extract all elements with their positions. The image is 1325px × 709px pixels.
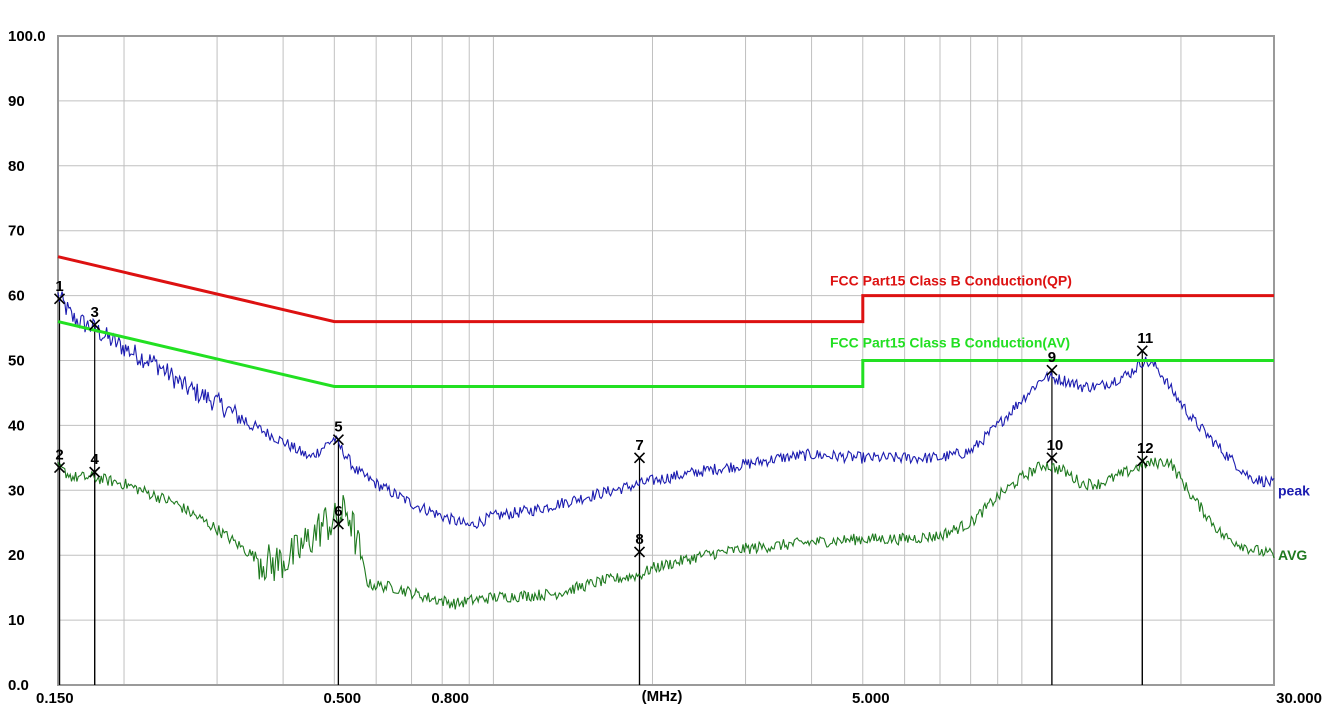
limit-lines xyxy=(57,255,1274,388)
avg-series-line xyxy=(57,457,1275,610)
x-tick-labels: 0.150 0.500 0.800 5.000 30.000 xyxy=(36,690,1322,707)
y-tick-label: 40 xyxy=(8,417,25,434)
x-tick-label: 0.150 xyxy=(36,690,74,707)
marker-cross xyxy=(332,434,344,446)
marker-label: 1 xyxy=(55,278,63,295)
y-tick-label: 10 xyxy=(8,612,25,629)
marker-label: 11 xyxy=(1137,330,1153,347)
y-tick-label: 70 xyxy=(8,223,25,240)
marker-cross xyxy=(89,466,101,478)
marker-cross xyxy=(1136,455,1148,467)
x-unit-label: (MHz) xyxy=(642,688,683,705)
marker-label: 2 xyxy=(55,447,63,464)
peak-series-label: peak xyxy=(1278,482,1310,498)
marker-label: 5 xyxy=(334,419,342,436)
marker-label: 12 xyxy=(1137,440,1154,457)
qp-limit-label: FCC Part15 Class B Conduction(QP) xyxy=(830,273,1072,289)
y-tick-label: 50 xyxy=(8,353,25,370)
x-tick-label: 30.000 xyxy=(1276,690,1322,707)
marker-label: 9 xyxy=(1048,349,1056,366)
marker-label: 6 xyxy=(334,503,342,520)
marker-label: 4 xyxy=(91,451,100,468)
x-tick-label: 0.500 xyxy=(324,690,362,707)
marker-label: 10 xyxy=(1047,437,1064,454)
y-tick-label: 90 xyxy=(8,93,25,110)
marker-label: 3 xyxy=(91,304,99,321)
y-tick-labels: 0.0 10 20 30 40 50 60 70 80 90 100.0 xyxy=(8,28,46,694)
y-tick-label: 100.0 xyxy=(8,28,46,45)
marker-label: 7 xyxy=(635,437,643,454)
marker-cross xyxy=(633,546,646,558)
x-tick-label: 0.800 xyxy=(431,690,469,707)
av-limit-line xyxy=(57,320,1274,388)
av-limit-label: FCC Part15 Class B Conduction(AV) xyxy=(830,335,1070,351)
marker-cross xyxy=(1046,452,1058,464)
marker-cross xyxy=(1136,345,1148,357)
marker-cross xyxy=(1046,364,1058,376)
y-tick-label: 60 xyxy=(8,288,25,305)
marker-cross xyxy=(53,462,66,474)
y-tick-label: 80 xyxy=(8,158,25,175)
marker-label: 8 xyxy=(635,531,643,548)
x-tick-label: 5.000 xyxy=(852,690,890,707)
avg-series-label: AVG xyxy=(1278,547,1307,563)
y-tick-label: 0.0 xyxy=(8,677,29,694)
marker-lines xyxy=(58,298,1143,685)
marker-cross xyxy=(53,293,66,305)
marker-cross xyxy=(633,452,646,464)
qp-limit-line xyxy=(57,255,1274,324)
marker-cross xyxy=(89,319,101,331)
peak-series-line xyxy=(57,291,1275,530)
series-lines xyxy=(57,291,1275,610)
y-tick-label: 30 xyxy=(8,482,25,499)
marker-cross xyxy=(332,518,344,530)
y-tick-label: 20 xyxy=(8,547,25,564)
